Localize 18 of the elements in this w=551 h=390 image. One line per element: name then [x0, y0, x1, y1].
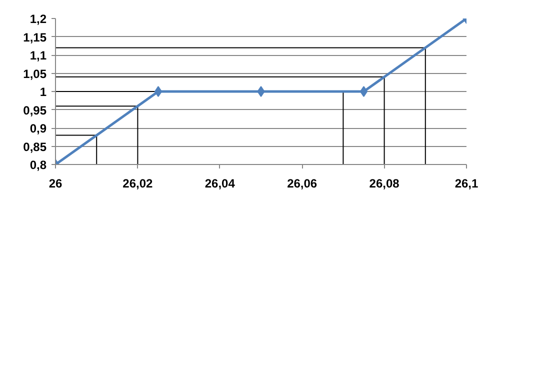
x-tick-label: 26,06: [287, 176, 318, 190]
x-tick-label: 26,04: [204, 176, 236, 190]
y-tick-label: 0,9: [30, 122, 47, 136]
point: [154, 86, 162, 97]
y-tick-label: 0,95: [23, 103, 47, 118]
y-tick-label: 0,8: [30, 158, 47, 172]
y-tick-label: 1,2: [30, 12, 47, 26]
y-tick-label: 1,05: [23, 66, 47, 81]
y-tick-label: 1: [40, 85, 47, 99]
y-tick-label: 1,1: [30, 48, 47, 62]
x-tick-label: 26: [48, 176, 62, 190]
x-tick-label: 26,1: [454, 176, 479, 190]
x-tick-label: 26,08: [369, 176, 400, 190]
y-tick-label: 1,15: [23, 30, 47, 44]
y-tick-label: 0,85: [23, 140, 47, 154]
point: [257, 86, 265, 97]
x-tick-label: 26,02: [122, 176, 154, 190]
point: [360, 86, 368, 97]
